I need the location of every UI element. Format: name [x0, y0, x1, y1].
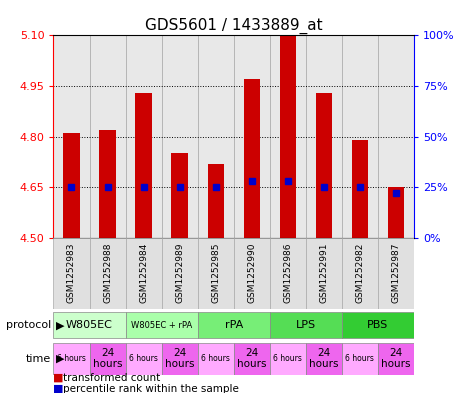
Bar [342, 35, 378, 238]
Bar [126, 343, 162, 375]
Bar [63, 133, 80, 238]
Title: GDS5601 / 1433889_at: GDS5601 / 1433889_at [145, 18, 322, 34]
Text: GSM1252983: GSM1252983 [67, 243, 76, 303]
Text: 6 hours: 6 hours [273, 354, 302, 363]
Bar [207, 163, 224, 238]
Bar [198, 312, 270, 338]
Text: 6 hours: 6 hours [129, 354, 158, 363]
Text: ■: ■ [53, 373, 64, 383]
Bar [198, 35, 233, 238]
Text: 24
hours: 24 hours [165, 348, 194, 369]
Text: W805EC + rPA: W805EC + rPA [131, 321, 192, 330]
Text: 6 hours: 6 hours [201, 354, 230, 363]
Bar [162, 343, 198, 375]
Bar [126, 312, 198, 338]
Text: rPA: rPA [225, 320, 243, 330]
Text: ▶: ▶ [56, 354, 64, 364]
Bar [198, 238, 233, 309]
Bar [53, 35, 89, 238]
Bar [161, 35, 198, 238]
Bar [233, 35, 270, 238]
Bar [198, 343, 233, 375]
Bar [378, 343, 414, 375]
Text: time: time [26, 354, 51, 364]
Text: GSM1252987: GSM1252987 [392, 243, 400, 303]
Bar [270, 35, 306, 238]
Bar [378, 35, 414, 238]
Text: 24
hours: 24 hours [93, 348, 122, 369]
Text: 6 hours: 6 hours [57, 354, 86, 363]
Text: GSM1252985: GSM1252985 [211, 243, 220, 303]
Bar [279, 35, 296, 238]
Text: GSM1252991: GSM1252991 [319, 243, 328, 303]
Text: transformed count: transformed count [63, 373, 160, 383]
Text: percentile rank within the sample: percentile rank within the sample [63, 384, 239, 393]
Bar [89, 343, 126, 375]
Bar [270, 343, 306, 375]
Text: PBS: PBS [367, 320, 388, 330]
Bar [53, 312, 126, 338]
Text: 24
hours: 24 hours [309, 348, 339, 369]
Bar [342, 238, 378, 309]
Bar [306, 343, 342, 375]
Bar [135, 93, 152, 238]
Bar [162, 238, 198, 309]
Text: 24
hours: 24 hours [381, 348, 411, 369]
Bar [352, 140, 368, 238]
Bar [234, 238, 270, 309]
Bar [126, 35, 161, 238]
Text: protocol: protocol [6, 320, 51, 330]
Bar [316, 93, 332, 238]
Text: LPS: LPS [296, 320, 316, 330]
Bar [126, 238, 162, 309]
Bar [172, 153, 188, 238]
Bar [270, 238, 306, 309]
Bar [306, 238, 342, 309]
Text: GSM1252984: GSM1252984 [139, 243, 148, 303]
Text: GSM1252990: GSM1252990 [247, 243, 256, 303]
Text: 6 hours: 6 hours [345, 354, 374, 363]
Bar [89, 35, 126, 238]
Bar [388, 187, 404, 238]
Bar [270, 312, 342, 338]
Text: W805EC: W805EC [66, 320, 113, 330]
Text: GSM1252982: GSM1252982 [355, 243, 364, 303]
Bar [53, 343, 89, 375]
Bar [100, 130, 116, 238]
Text: ▶: ▶ [56, 320, 64, 330]
Text: GSM1252989: GSM1252989 [175, 243, 184, 303]
Bar [342, 343, 378, 375]
Text: GSM1252988: GSM1252988 [103, 243, 112, 303]
Text: GSM1252986: GSM1252986 [283, 243, 292, 303]
Bar [306, 35, 342, 238]
Text: 24
hours: 24 hours [237, 348, 266, 369]
Bar [89, 238, 126, 309]
Bar [342, 312, 414, 338]
Bar [378, 238, 414, 309]
Bar [244, 79, 260, 238]
Bar [234, 343, 270, 375]
Text: ■: ■ [53, 384, 64, 393]
Bar [53, 238, 89, 309]
